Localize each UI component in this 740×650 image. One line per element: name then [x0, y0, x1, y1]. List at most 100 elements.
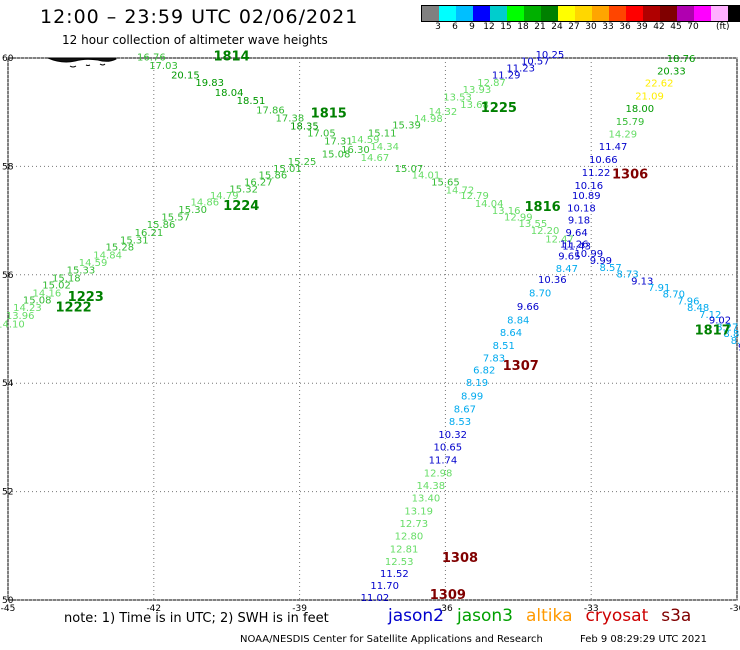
color-scale-label: 27 — [568, 22, 580, 32]
swh-value: 15.18 — [52, 273, 81, 284]
pass-label: 1306 — [612, 167, 648, 182]
swh-value: 13.16 — [492, 206, 521, 217]
swh-value: 18.76 — [667, 54, 696, 65]
color-swatch — [694, 6, 711, 21]
swh-value: 10.89 — [572, 191, 601, 202]
swh-value: 8.27 — [716, 323, 738, 334]
pass-label: 1225 — [481, 101, 517, 116]
swh-value: 17.86 — [256, 105, 285, 116]
swh-value: 17.05 — [307, 129, 336, 140]
pass-label: 1815 — [311, 107, 347, 122]
lat-tick-label: 50 — [2, 596, 14, 606]
generated-timestamp: Feb 9 08:29:29 UTC 2021 — [580, 634, 707, 645]
swh-value: 8.23 — [731, 336, 740, 347]
swh-value: 17.03 — [149, 61, 178, 72]
swh-value: 14.72 — [446, 186, 475, 197]
swh-value: 20.15 — [171, 71, 200, 82]
color-scale-label: 70 — [687, 22, 699, 32]
swh-value: 9.13 — [631, 277, 653, 288]
color-scale-label: 15 — [500, 22, 512, 32]
swh-value: 14.32 — [429, 107, 458, 118]
swh-value: 11.74 — [429, 455, 458, 466]
swh-value: 13.55 — [519, 219, 548, 230]
swh-value: 10.16 — [574, 181, 603, 192]
swh-value: 9.18 — [568, 215, 590, 226]
color-scale-label: 21 — [534, 22, 546, 32]
swh-value: 15.39 — [392, 120, 421, 131]
pass-label: 1307 — [503, 359, 539, 374]
pass-label: 1223 — [68, 290, 104, 305]
swh-value: 12.79 — [460, 191, 489, 202]
color-scale-bar — [421, 5, 740, 22]
swh-value: 15.11 — [368, 129, 397, 140]
lat-tick-label: 58 — [2, 162, 14, 172]
page-title: 12:00 – 23:59 UTC 02/06/2021 — [40, 6, 359, 28]
swh-value: 8.67 — [454, 404, 476, 415]
color-scale-unit: (ft) — [716, 22, 730, 32]
pass-label: 1224 — [223, 199, 259, 214]
swh-value: 10.25 — [536, 50, 565, 61]
swh-value: 21.09 — [635, 92, 664, 103]
swh-value: 10.65 — [434, 442, 463, 453]
swh-value: 11.47 — [599, 142, 628, 153]
swh-value: 14.86 — [191, 197, 220, 208]
swh-value: 10.36 — [538, 275, 567, 286]
swh-value: 8.19 — [466, 378, 488, 389]
swh-value: 11.29 — [492, 71, 521, 82]
swh-value: 18.04 — [215, 88, 244, 99]
color-scale-label: 6 — [452, 22, 458, 32]
swh-value: 10.32 — [438, 430, 467, 441]
color-swatch — [473, 6, 490, 21]
swh-value: 19.83 — [195, 78, 224, 89]
color-swatch — [728, 6, 740, 21]
swh-value: 15.01 — [273, 164, 302, 175]
color-scale-labels: 3 6 9 12 15 18 21 24 27 30 33 36 39 42 45 70 — [421, 22, 740, 36]
swh-value: 7.83 — [483, 354, 505, 365]
satellite-legend: jason2 jason3 altika cryosat s3a — [388, 606, 704, 626]
note-text: note: 1) Time is in UTC; 2) SWH is in fe… — [64, 611, 329, 626]
swh-value: 15.02 — [42, 280, 71, 291]
pass-label: 1308 — [442, 551, 478, 566]
swh-value: 20.33 — [657, 66, 686, 77]
color-scale-label: 9 — [469, 22, 475, 32]
color-scale-label: 33 — [602, 22, 614, 32]
swh-value: 14.34 — [370, 142, 399, 153]
swh-value: 13.68 — [460, 100, 489, 111]
swh-value: 13.53 — [443, 92, 472, 103]
swh-value: 13.93 — [463, 85, 492, 96]
color-scale-label: 3 — [435, 22, 441, 32]
coastline — [47, 57, 117, 68]
swh-value: 18.00 — [625, 104, 654, 115]
swh-value: 18.35 — [290, 122, 319, 133]
lat-tick-label: 52 — [2, 488, 13, 498]
lon-tick-label: -39 — [292, 604, 307, 614]
swh-value: 12.99 — [504, 213, 533, 224]
swh-value: 8.99 — [461, 391, 483, 402]
swh-value: 7.12 — [699, 310, 721, 321]
swh-value: 12.81 — [390, 544, 419, 555]
swh-value: 8.48 — [687, 303, 709, 314]
swh-value: 11.02 — [361, 593, 390, 604]
lon-tick-label: -36 — [438, 604, 453, 614]
swh-value: 14.23 — [13, 303, 42, 314]
swh-value: 11.26 — [560, 240, 589, 251]
swh-value: 14.04 — [475, 199, 504, 210]
swh-value: 9.99 — [590, 256, 612, 267]
swh-value: 9.66 — [738, 343, 740, 354]
swh-value: 11.52 — [380, 569, 409, 580]
swh-value: 12.87 — [477, 78, 506, 89]
swh-value: 14.29 — [608, 130, 637, 141]
swh-value: 11.43 — [562, 241, 591, 252]
swh-value: 15.28 — [105, 242, 134, 253]
swh-value: 15.33 — [67, 266, 96, 277]
swh-value: 14.10 — [0, 319, 25, 330]
swh-value: 17.31 — [324, 137, 353, 148]
swh-value: 15.65 — [431, 177, 460, 188]
swh-value: 15.57 — [161, 213, 190, 224]
color-swatch — [592, 6, 609, 21]
swh-value: 15.32 — [229, 184, 258, 195]
legend-item-s3a: s3a — [661, 606, 692, 626]
swh-value: 17.38 — [276, 113, 305, 124]
